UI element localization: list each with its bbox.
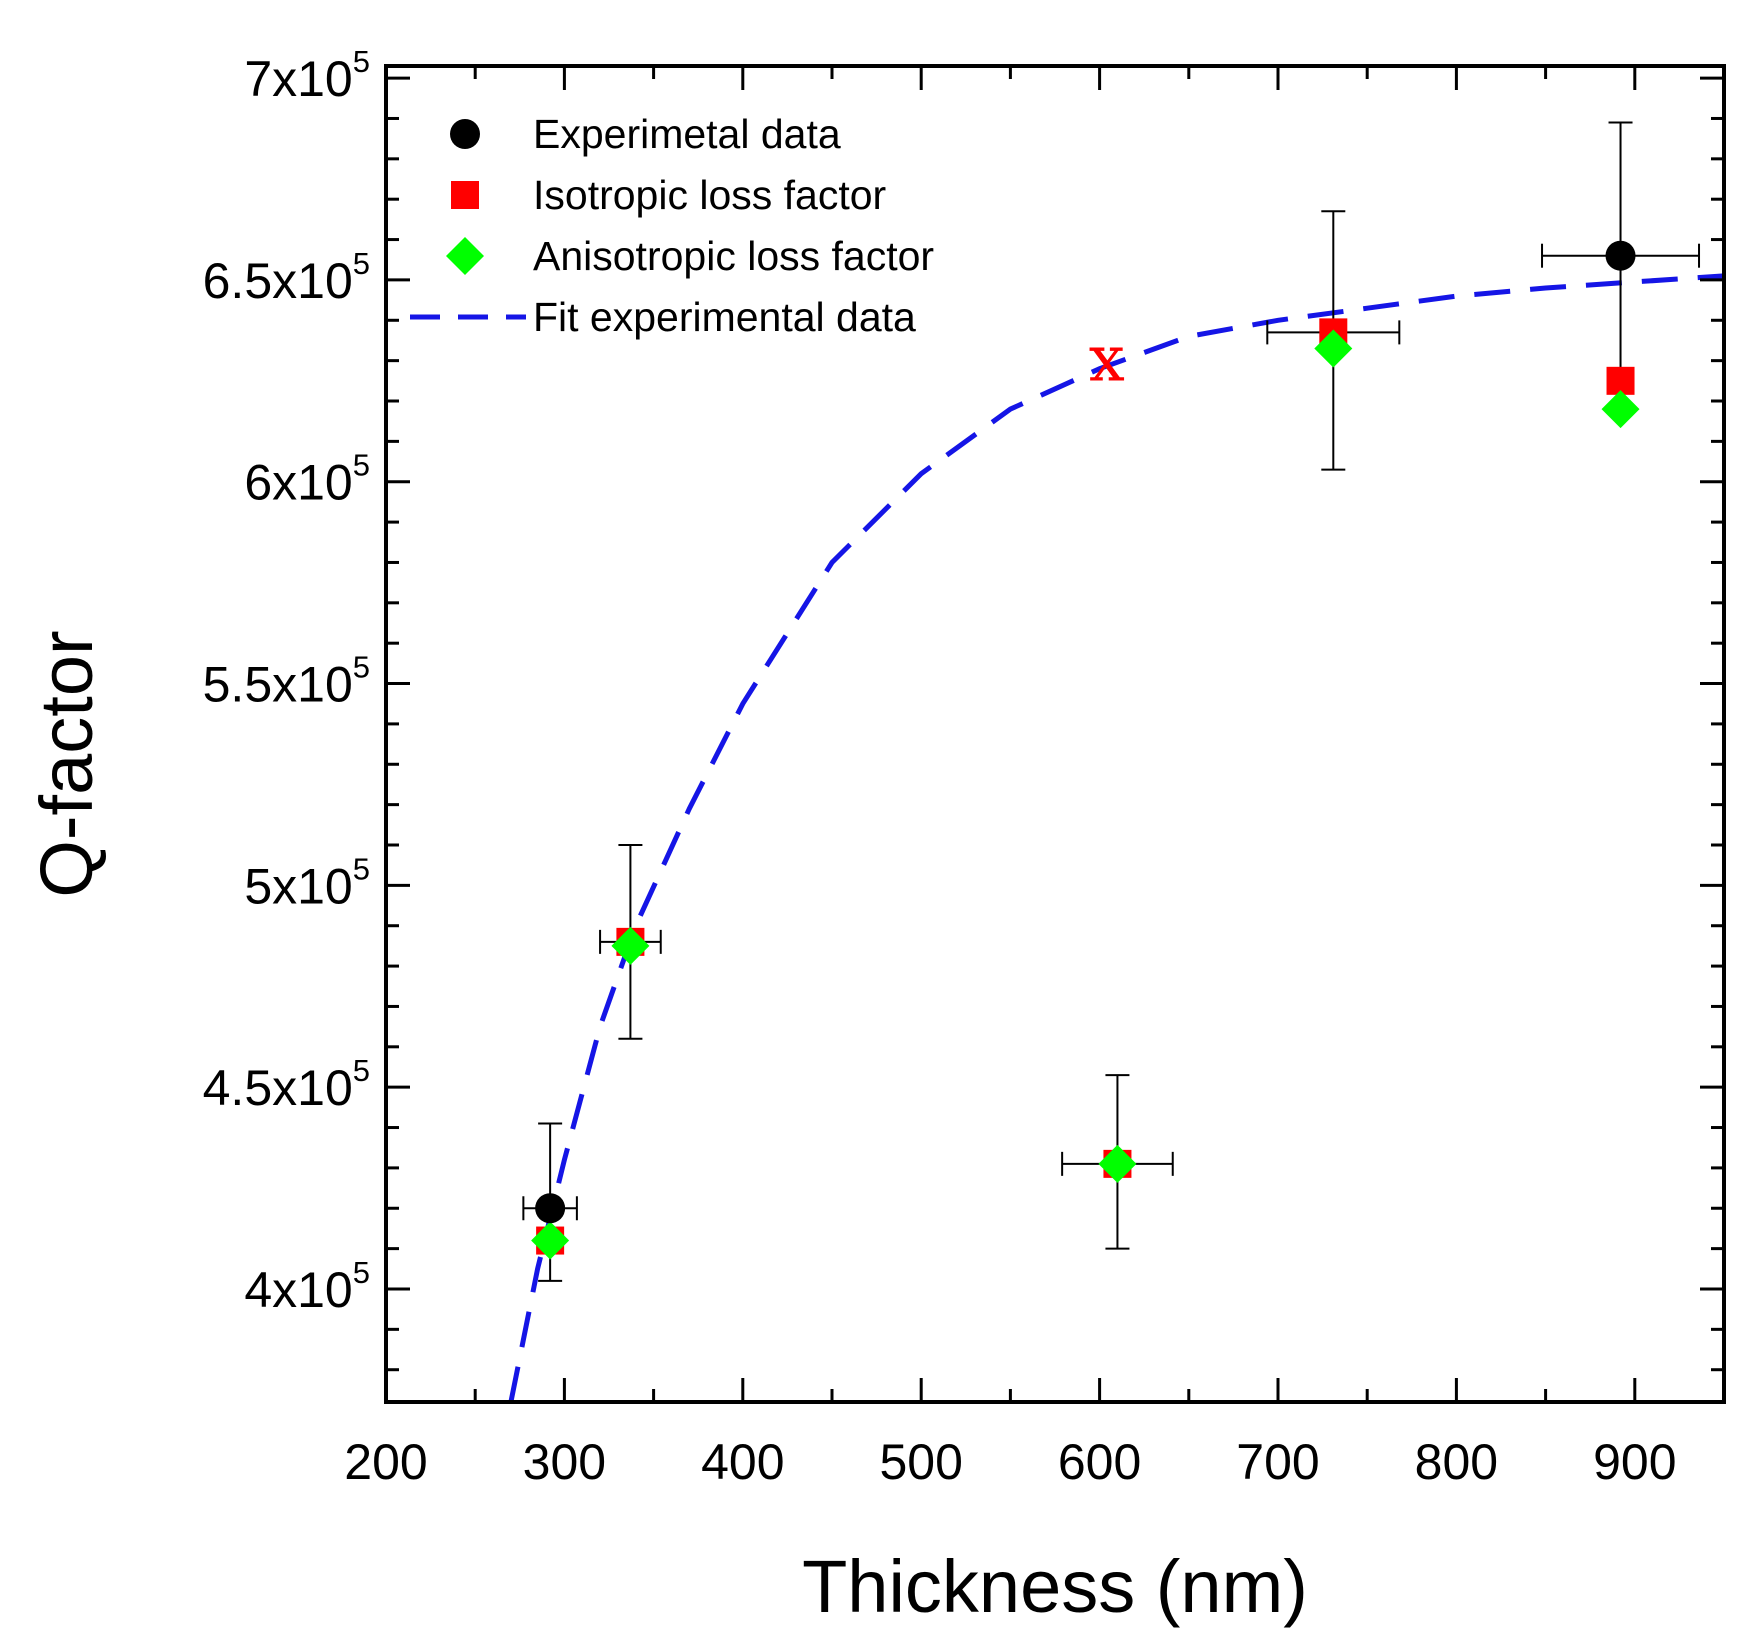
- y-tick-exponent: 5: [353, 246, 370, 281]
- y-tick-label: 5x105: [244, 851, 370, 914]
- y-tick-labels: 4x1054.5x1055x1055.5x1056x1056.5x1057x10…: [203, 44, 370, 1318]
- legend-label: Fit experimental data: [533, 294, 916, 340]
- y-tick-mantissa: 7x10: [244, 51, 352, 107]
- x-tick-label: 600: [1058, 1434, 1141, 1490]
- fit-layer: [508, 273, 1725, 1403]
- point-diamond: [1314, 329, 1353, 368]
- point-diamond: [531, 1221, 570, 1260]
- y-axis-title: Q-factor: [25, 630, 108, 897]
- y-tick-mantissa: 5.5x10: [203, 657, 353, 713]
- y-tick-mantissa: 6.5x10: [203, 253, 353, 309]
- x-tick-label: 900: [1593, 1434, 1676, 1490]
- point-diamond: [611, 926, 650, 965]
- x-tick-label: 300: [523, 1434, 606, 1490]
- x-tick-label: 800: [1415, 1434, 1498, 1490]
- y-tick-exponent: 5: [353, 1255, 370, 1290]
- legend-background: [392, 70, 1054, 346]
- marker-layer: [531, 240, 1640, 1260]
- point-circle: [1605, 240, 1636, 271]
- fit-curve: [508, 273, 1725, 1403]
- legend: Experimetal data Isotropic loss factor Ani…: [392, 70, 1054, 346]
- annotation-layer: x: [1089, 323, 1125, 397]
- x-tick-label: 200: [344, 1434, 427, 1490]
- annotation-mark: x: [1089, 323, 1125, 397]
- y-tick-mantissa: 4.5x10: [203, 1060, 353, 1116]
- x-tick-label: 400: [701, 1434, 784, 1490]
- x-tick-label: 500: [879, 1434, 962, 1490]
- legend-symbol-diamond: [446, 237, 484, 275]
- legend-label: Anisotropic loss factor: [533, 233, 934, 279]
- y-tick-exponent: 5: [353, 448, 370, 483]
- legend-label: Isotropic loss factor: [533, 172, 886, 218]
- x-tick-labels: 200 300 400 500 600 700 800 900: [344, 1434, 1676, 1490]
- y-tick-label: 7x105: [244, 44, 370, 107]
- y-tick-label: 4x105: [244, 1255, 370, 1318]
- y-tick-mantissa: 4x10: [244, 1262, 352, 1318]
- point-circle: [535, 1193, 566, 1224]
- x-axis-title: Thickness (nm): [802, 1545, 1308, 1628]
- y-tick-exponent: 5: [353, 851, 370, 886]
- point-diamond: [1098, 1144, 1137, 1183]
- y-tick-exponent: 5: [353, 44, 370, 79]
- y-tick-label: 6x105: [244, 448, 370, 511]
- tick-layer: [386, 66, 1726, 1402]
- point-diamond: [1601, 390, 1640, 429]
- x-tick-label: 700: [1236, 1434, 1319, 1490]
- plot-frame: [384, 64, 1726, 1404]
- y-tick-label: 5.5x105: [203, 650, 370, 713]
- y-tick-label: 4.5x105: [203, 1053, 370, 1116]
- y-tick-exponent: 5: [353, 650, 370, 685]
- y-tick-exponent: 5: [353, 1053, 370, 1088]
- y-tick-mantissa: 5x10: [244, 858, 352, 914]
- y-tick-label: 6.5x105: [203, 246, 370, 309]
- legend-symbol-circle: [450, 119, 480, 149]
- legend-symbol-square: [451, 181, 479, 209]
- legend-label: Experimetal data: [533, 111, 841, 157]
- y-tick-mantissa: 6x10: [244, 455, 352, 511]
